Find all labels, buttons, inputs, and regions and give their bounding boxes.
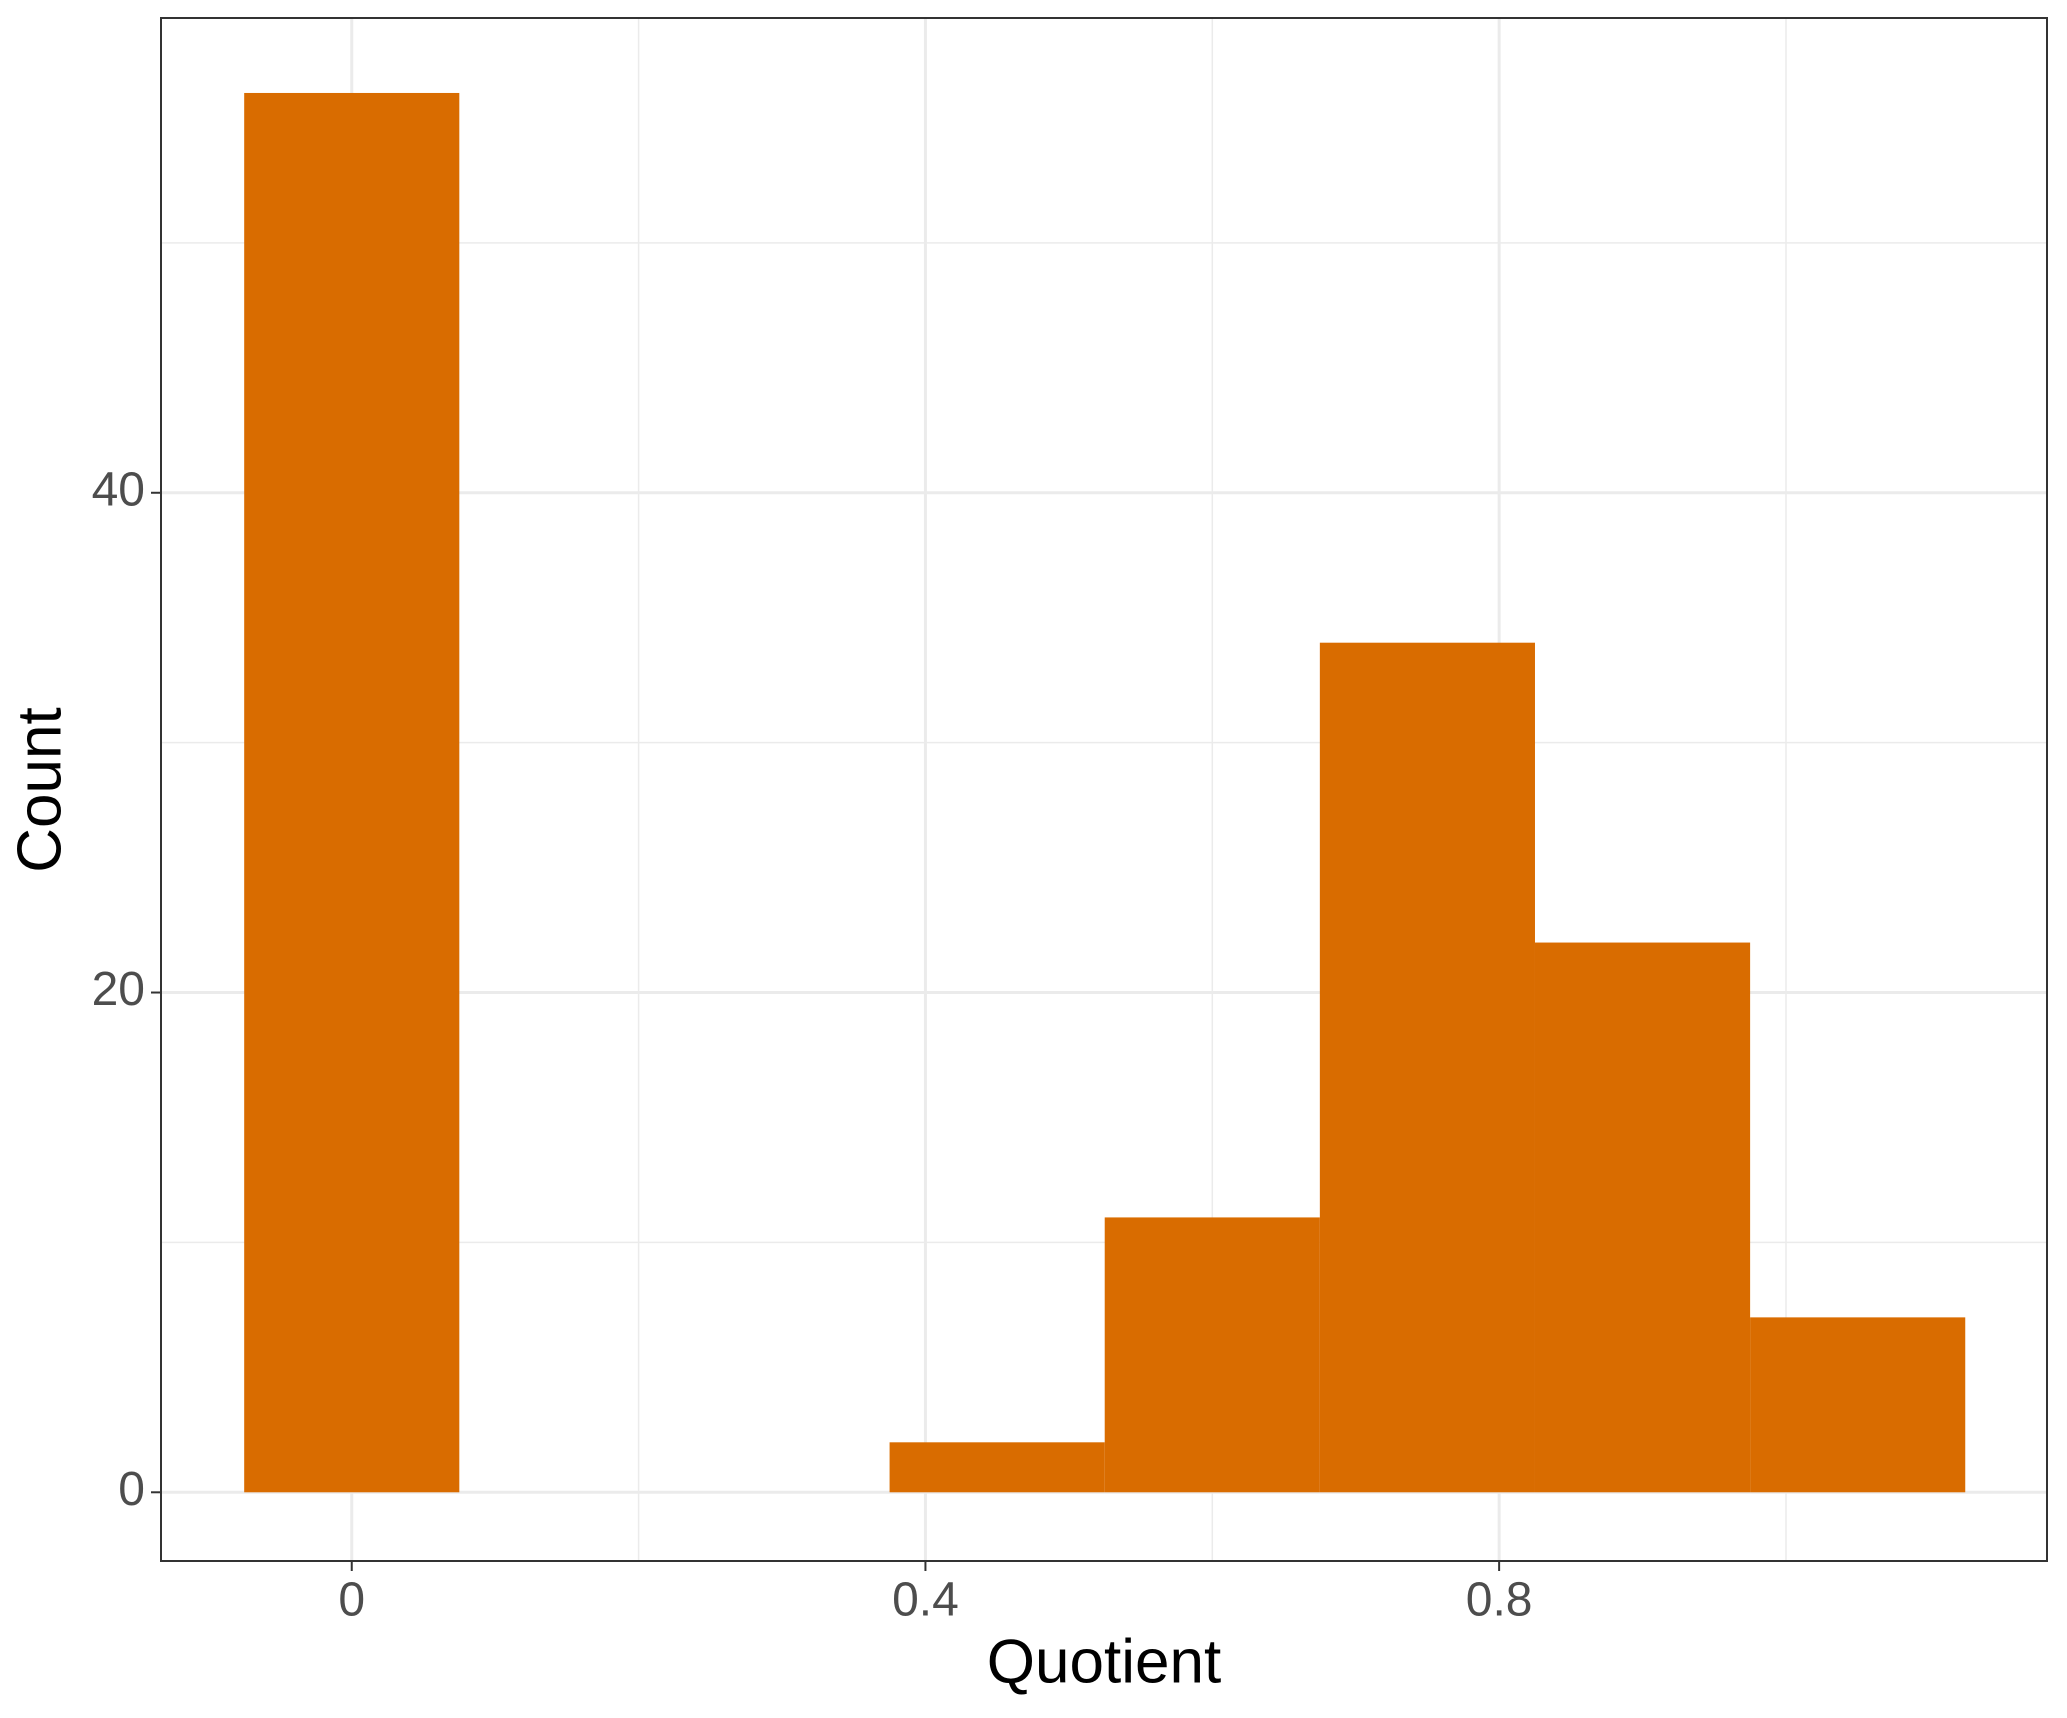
y-tick-label: 20 — [92, 963, 145, 1016]
bars — [244, 92, 1966, 1493]
x-tick-label: 0 — [338, 1574, 365, 1627]
x-axis-title: Quotient — [987, 1627, 1221, 1696]
y-tick-label: 0 — [118, 1463, 145, 1516]
y-axis-title: Count — [5, 707, 74, 872]
bar — [1534, 942, 1751, 1493]
y-tick-label: 40 — [92, 463, 145, 516]
bar — [1319, 642, 1535, 1493]
x-tick-label: 0.4 — [892, 1574, 959, 1627]
bar — [1104, 1217, 1320, 1493]
panel-border — [160, 17, 2048, 1562]
bar — [1750, 1317, 1966, 1493]
bar — [889, 1442, 1105, 1493]
bar — [244, 92, 460, 1493]
x-tick-label: 0.8 — [1466, 1574, 1533, 1627]
